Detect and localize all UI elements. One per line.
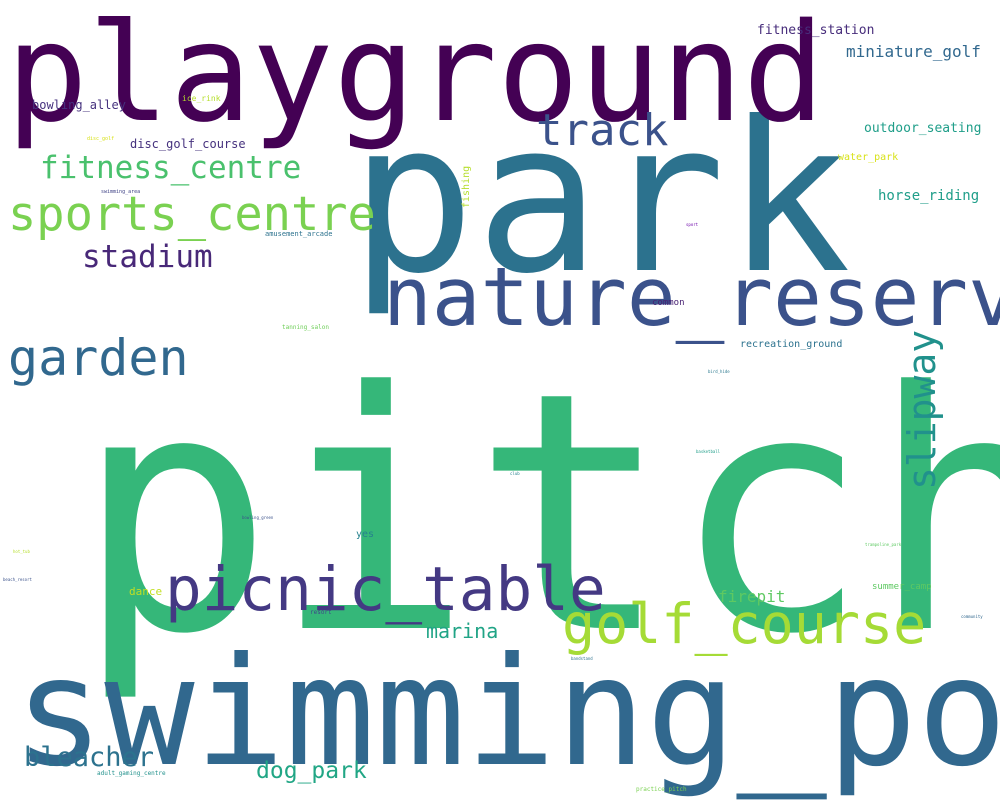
word-garden: garden (8, 329, 189, 387)
word-disc-golf-course: disc_golf_course (130, 137, 246, 151)
word-practice-pitch: practice_pitch (636, 786, 687, 793)
word-bowling-green: bowling_green (242, 515, 274, 520)
word-miniature-golf: miniature_golf (846, 42, 981, 61)
word-golf-course: golf_course (562, 592, 926, 656)
word-marina: marina (426, 619, 498, 643)
word-bird-hide: bird_hide (708, 369, 730, 374)
word-nature-reserve: nature_reserve (383, 251, 1000, 345)
word-park: park (350, 78, 851, 320)
word-ice-rink: ice_rink (182, 94, 221, 103)
word-beach-resort: beach_resort (3, 577, 32, 582)
word-adult-gaming-centre: adult_gaming_centre (97, 770, 166, 777)
word-sports-centre: sports_centre (8, 187, 376, 242)
word-bleacher: bleacher (24, 742, 154, 773)
word-dance: dance (129, 585, 162, 598)
word-bandstand: bandstand (571, 656, 593, 661)
word-playground: playground (6, 0, 825, 153)
word-water-park: water_park (838, 152, 898, 163)
word-horse-riding: horse_riding (878, 188, 979, 204)
word-bowling-alley: bowling_alley (32, 98, 126, 112)
word-fitness-centre: fitness_centre (40, 150, 301, 186)
word-summer-camp: summer_camp (872, 582, 932, 592)
word-track: track (536, 105, 668, 156)
word-trampoline-park: trampoline_park (865, 542, 902, 547)
word-common: common (652, 298, 685, 308)
word-pitch: pitch (75, 322, 1000, 706)
word-slipway: slipway (900, 330, 944, 490)
word-dog-park: dog_park (256, 758, 367, 784)
word-picnic-table: picnic_table (165, 554, 606, 625)
word-hot-tub: hot_tub (13, 549, 30, 554)
word-club: club (510, 471, 520, 476)
word-recreation-ground: recreation_ground (740, 339, 842, 350)
word-fitness-station: fitness_station (757, 23, 874, 38)
word-outdoor-seating: outdoor_seating (864, 121, 981, 136)
word-resort: resort (310, 609, 332, 616)
word-yes: yes (356, 529, 374, 540)
word-swimming-area: swimming_area (101, 189, 140, 195)
word-tanning-salon: tanning_salon (282, 324, 329, 331)
word-swimming-pool: swimming_pool (14, 626, 1000, 800)
word-amusement-arcade: amusement_arcade (265, 230, 332, 238)
word-disc-golf: disc_golf (87, 136, 114, 142)
word-firepit: firepit (718, 587, 785, 606)
word-community: community (961, 614, 983, 619)
word-basketball: basketball (696, 449, 721, 454)
word-fishing: fishing (461, 166, 472, 208)
word-sport: sport (686, 222, 699, 227)
word-stadium: stadium (82, 239, 213, 275)
